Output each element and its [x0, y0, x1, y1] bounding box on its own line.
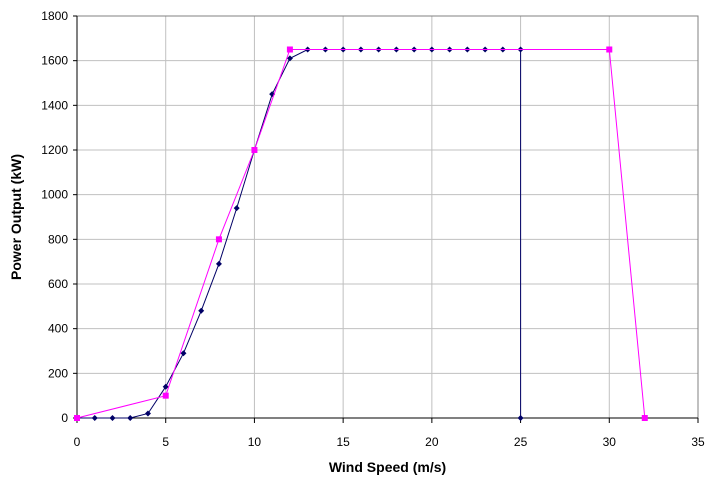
x-axis-ticks: 0 5 10 15 20 25 30 35	[74, 417, 705, 449]
data-point-square	[162, 392, 169, 399]
data-point-diamond	[144, 410, 151, 417]
x-tick-label: 15	[336, 435, 350, 449]
y-tick-label: 600	[48, 277, 68, 291]
y-tick-label: 200	[48, 366, 68, 380]
x-tick-label: 10	[248, 435, 262, 449]
y-tick-label: 400	[48, 322, 68, 336]
series-1-line	[77, 49, 522, 419]
data-point-diamond	[109, 415, 116, 421]
data-point-diamond	[180, 350, 187, 357]
grid-lines	[77, 16, 698, 418]
y-tick-label: 1400	[41, 98, 68, 112]
series-1	[74, 46, 524, 421]
y-tick-label: 1200	[41, 143, 68, 157]
data-point-square	[251, 147, 258, 153]
y-tick-label: 1800	[41, 9, 68, 23]
plot-area	[76, 15, 699, 419]
series-2	[74, 46, 648, 421]
data-point-diamond	[127, 415, 134, 421]
series-layer	[74, 46, 648, 421]
data-point-diamond	[198, 307, 205, 314]
x-tick-label: 30	[603, 435, 617, 449]
x-tick-label: 0	[74, 435, 81, 449]
x-tick-label: 35	[691, 435, 705, 449]
data-point-diamond	[162, 383, 169, 390]
y-axis-title: Power Output (kW)	[8, 154, 24, 280]
x-tick-label: 5	[162, 435, 169, 449]
data-point-diamond	[517, 415, 524, 421]
x-axis-title: Wind Speed (m/s)	[329, 459, 446, 475]
data-point-diamond	[91, 415, 98, 421]
data-point-diamond	[286, 55, 293, 62]
data-point-square	[286, 46, 293, 53]
data-point-square	[606, 46, 613, 53]
y-axis-ticks: 0 200 400 600 800 1000 1200 1400 1600 1800	[41, 9, 78, 425]
y-tick-label: 800	[48, 232, 68, 246]
x-tick-label: 25	[514, 435, 528, 449]
data-point-square	[215, 236, 222, 243]
data-point-diamond	[233, 205, 240, 212]
series-2-line	[76, 49, 646, 419]
data-point-diamond	[215, 260, 222, 267]
y-tick-label: 1600	[41, 54, 68, 68]
y-tick-label: 1000	[41, 188, 68, 202]
data-point-square	[641, 415, 648, 421]
x-tick-label: 20	[425, 435, 439, 449]
y-tick-label: 0	[61, 411, 68, 425]
data-point-square	[74, 415, 80, 421]
